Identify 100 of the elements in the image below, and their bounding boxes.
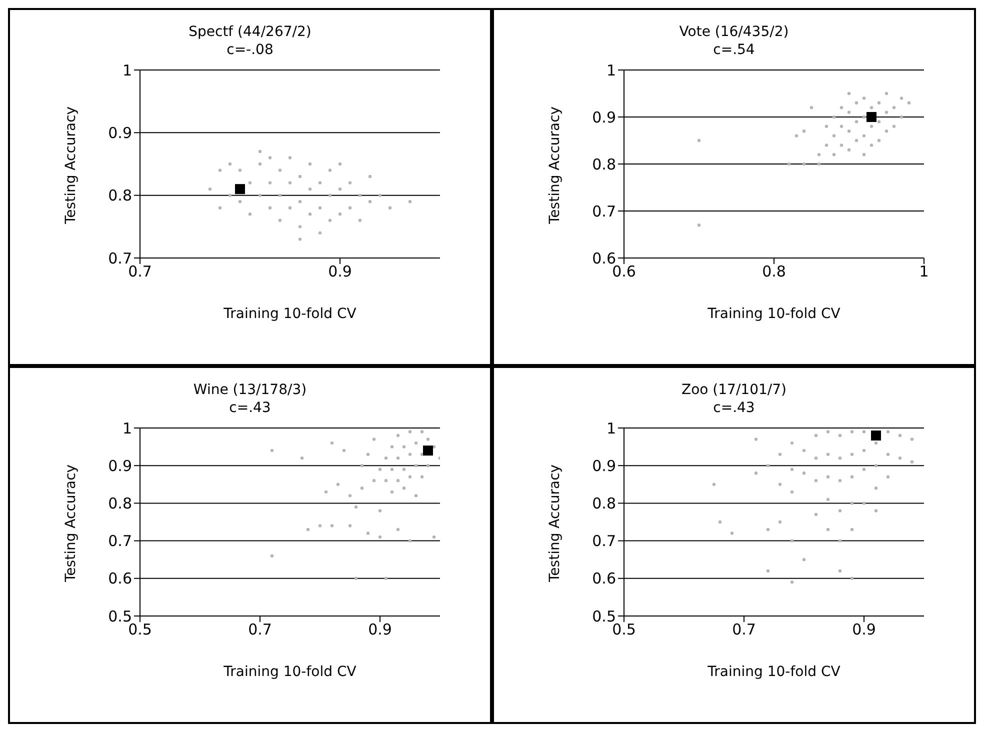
point [847, 130, 851, 133]
point [308, 212, 312, 216]
point [414, 494, 418, 498]
point [408, 452, 412, 456]
y-tick-label: 0.9 [108, 456, 132, 475]
point [338, 187, 342, 191]
point [348, 524, 352, 528]
point [330, 524, 334, 528]
point [754, 472, 758, 475]
point [378, 194, 382, 197]
point [814, 479, 818, 482]
point [372, 479, 376, 482]
point [348, 181, 352, 184]
point [766, 528, 770, 532]
point [414, 441, 418, 445]
point [384, 576, 388, 580]
point [850, 452, 854, 456]
point [420, 475, 424, 478]
point [832, 153, 836, 156]
point [354, 576, 358, 580]
point [862, 115, 866, 119]
y-tick-label: 0.8 [108, 186, 132, 205]
point [228, 194, 232, 197]
point [838, 456, 842, 460]
y-tick-label: 0.7 [108, 532, 132, 550]
point [838, 539, 842, 542]
point [388, 206, 392, 210]
chart-title: Zoo (17/101/7) [680, 382, 788, 398]
point [847, 110, 851, 114]
point [238, 168, 242, 172]
point [338, 212, 342, 216]
y-tick-label: 1 [122, 61, 132, 80]
point [308, 162, 312, 166]
point [826, 452, 830, 456]
point [390, 490, 394, 494]
point [278, 194, 282, 197]
chart-subtitle: c=.43 [712, 400, 756, 416]
point [850, 430, 854, 434]
point [871, 430, 881, 441]
point [766, 569, 770, 572]
point [298, 225, 302, 228]
point [790, 490, 794, 494]
point [898, 434, 902, 438]
chart-subtitle: c=.54 [712, 42, 756, 58]
y-tick-label: 1 [122, 419, 132, 438]
point [886, 452, 890, 456]
point [378, 509, 382, 512]
point [268, 181, 272, 184]
point [826, 498, 830, 502]
point [318, 181, 322, 184]
point [348, 494, 352, 498]
point [426, 438, 430, 441]
point [426, 464, 430, 468]
point [892, 106, 896, 110]
x-axis-title: Training 10-fold CV [706, 306, 841, 322]
y-tick-label: 0.9 [592, 108, 616, 126]
point [338, 162, 342, 166]
point [414, 464, 418, 468]
point [847, 148, 851, 152]
point [328, 218, 332, 222]
point [330, 441, 334, 445]
point [348, 206, 352, 210]
point [907, 101, 911, 104]
point [824, 124, 828, 128]
point [258, 150, 262, 154]
point [384, 456, 388, 460]
chart-subtitle: c=-.08 [226, 42, 274, 58]
point [396, 456, 400, 460]
point [900, 96, 904, 100]
point [288, 206, 292, 210]
point [832, 134, 836, 138]
x-tick-label: 0.7 [732, 620, 756, 639]
point [840, 106, 844, 110]
chart-title: Wine (13/178/3) [192, 382, 308, 398]
point [396, 528, 400, 532]
y-tick-label: 0.7 [592, 202, 616, 220]
point [874, 441, 878, 445]
x-tick-label: 0.7 [248, 620, 272, 639]
chart-title: Spectf (44/267/2) [188, 24, 312, 40]
y-tick-label: 0.6 [108, 570, 132, 588]
point [336, 482, 340, 486]
point [778, 520, 782, 524]
point [838, 434, 842, 438]
x-tick-label: 0.9 [328, 262, 352, 281]
point [826, 528, 830, 532]
point [862, 430, 866, 434]
point [718, 520, 722, 524]
point [324, 490, 328, 494]
y-tick-label: 0.9 [592, 456, 616, 475]
point [854, 138, 858, 142]
point [402, 486, 406, 490]
y-tick-label: 0.8 [592, 155, 616, 174]
point [396, 479, 400, 482]
y-axis-title: Testing Accuracy [62, 106, 79, 225]
point [802, 558, 806, 562]
y-tick-label: 0.7 [592, 532, 616, 550]
point [817, 153, 821, 156]
y-tick-label: 0.6 [592, 570, 616, 588]
point [884, 130, 888, 133]
point [877, 101, 881, 104]
